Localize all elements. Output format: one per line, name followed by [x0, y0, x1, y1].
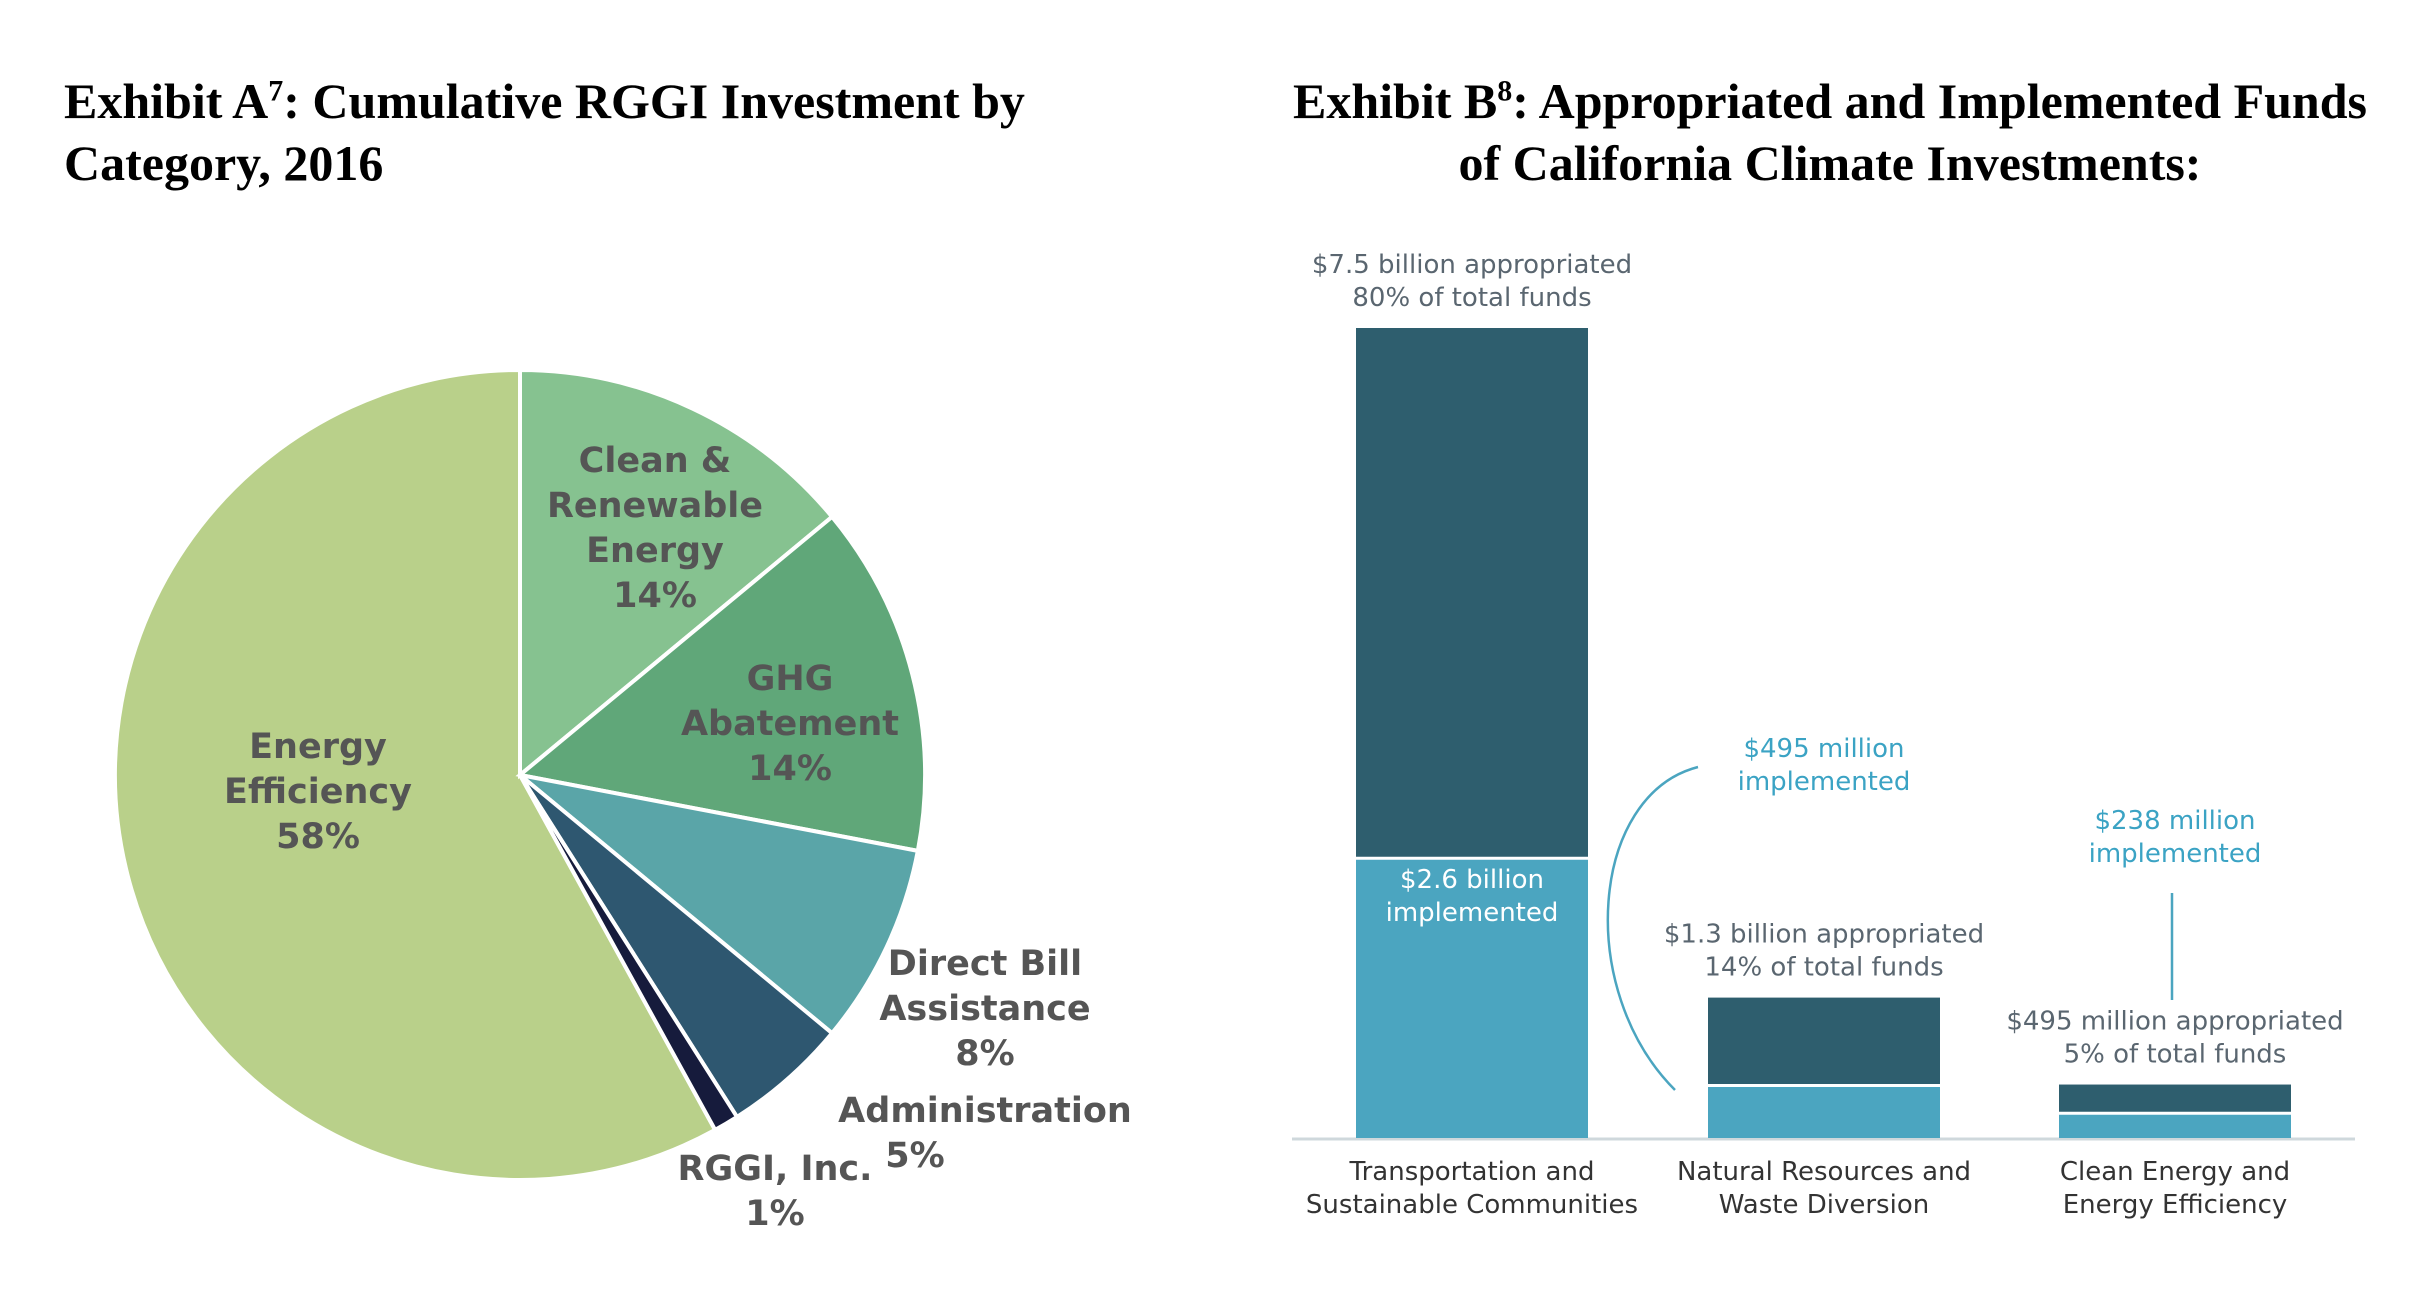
exhibit-a-footnote: 7 [268, 74, 284, 108]
bar-implemented [1708, 1086, 1940, 1138]
bar-appropriated [2059, 1084, 2291, 1113]
exhibit-b-title: Exhibit B8: Appropriated and Implemented… [1270, 70, 2390, 194]
pie-slice [518, 367, 835, 780]
pie-label-line: Efficiency [224, 772, 412, 812]
pie-slice [515, 514, 927, 854]
appropriated-label-line: $495 million appropriated [2006, 1007, 2343, 1037]
exhibit-a-title-prefix: Exhibit A [64, 73, 269, 129]
pie-value-label: 5% [885, 1136, 944, 1176]
category-label-line: Transportation and [1349, 1157, 1595, 1187]
appropriated-label: $1.3 billion appropriated 14% of total fu… [1664, 920, 1984, 983]
pie-label-line: GHG [747, 659, 834, 699]
appropriated-label-line: 14% of total funds [1704, 953, 1943, 983]
pie-slice-label: Clean & Renewable Energy 14% [547, 441, 763, 616]
pie-label-line: Assistance [879, 989, 1090, 1029]
category-label: Natural Resources and Waste Diversion [1677, 1157, 1971, 1220]
pie-chart: Energy Efficiency 58% Clean & Renewable Energ… [113, 367, 1132, 1234]
implemented-label-line: $2.6 billion [1400, 865, 1544, 895]
category-label-line: Energy Efficiency [2063, 1190, 2288, 1220]
pie-slice-label: GHG Abatement 14% [681, 659, 899, 789]
category-label-line: Natural Resources and [1677, 1157, 1971, 1187]
exhibit-a-title: Exhibit A7: Cumulative RGGI Investment b… [64, 70, 1064, 194]
pie-label-line: Energy [586, 531, 724, 571]
implemented-label-line: implemented [1738, 767, 1911, 797]
appropriated-label-line: $1.3 billion appropriated [1664, 920, 1984, 950]
pie-label-line: Renewable [547, 486, 763, 526]
implemented-callout-line [1606, 765, 1699, 1091]
implemented-label: $238 million implemented [2089, 806, 2262, 869]
pie-slice-label: Direct Bill Assistance 8% [879, 944, 1090, 1074]
bar-appropriated [1356, 328, 1588, 858]
implemented-label-line: implemented [2089, 839, 2262, 869]
implemented-label-line: $238 million [2094, 806, 2255, 836]
implemented-label-line: $495 million [1743, 734, 1904, 764]
category-label-line: Waste Diversion [1719, 1190, 1929, 1220]
appropriated-label-line: 5% of total funds [2064, 1040, 2287, 1070]
exhibit-a-title-text: : Cumulative RGGI Investment by Category… [64, 73, 1025, 191]
pie-label-line: Direct Bill [888, 944, 1082, 984]
pie-slice-label: Administration 5% [838, 1091, 1132, 1176]
pie-label-line: Energy [249, 727, 387, 767]
appropriated-label-line: 80% of total funds [1352, 283, 1591, 313]
implemented-label: $2.6 billion implemented [1386, 865, 1559, 928]
pie-slice [518, 773, 740, 1133]
bar-appropriated [1708, 997, 1940, 1085]
category-label: Transportation and Sustainable Communitie… [1306, 1157, 1638, 1220]
exhibit-b-title-text: : Appropriated and Implemented Funds of … [1458, 73, 2368, 191]
pie-label-line: Clean & [579, 441, 732, 481]
bar-implemented [1356, 859, 1588, 1138]
pie-value-label: 14% [613, 576, 697, 616]
pie-label-line: Administration [838, 1091, 1132, 1131]
pie-value-label: 8% [955, 1034, 1014, 1074]
pie-slice-label: Energy Efficiency 58% [224, 727, 412, 857]
pie-label-line: Abatement [681, 704, 899, 744]
bar-implemented [2059, 1114, 2291, 1138]
pie-slice-label: RGGI, Inc. 1% [678, 1149, 873, 1234]
category-label-line: Clean Energy and [2060, 1157, 2290, 1187]
pie-value-label: 1% [745, 1194, 804, 1234]
implemented-label-line: implemented [1386, 898, 1559, 928]
pie-value-label: 58% [276, 817, 360, 857]
category-label-line: Sustainable Communities [1306, 1190, 1638, 1220]
pie-slice [113, 367, 718, 1182]
pie-slice [518, 773, 921, 1036]
appropriated-label: $7.5 billion appropriated 80% of total fu… [1312, 250, 1632, 313]
exhibit-b-title-prefix: Exhibit B [1292, 73, 1498, 129]
pie-value-label: 14% [748, 749, 832, 789]
exhibit-b-footnote: 8 [1497, 74, 1513, 108]
category-label: Clean Energy and Energy Efficiency [2060, 1157, 2290, 1220]
appropriated-label: $495 million appropriated 5% of total fun… [2006, 1007, 2343, 1070]
implemented-label: $495 million implemented [1738, 734, 1911, 797]
appropriated-label-line: $7.5 billion appropriated [1312, 250, 1632, 280]
pie-label-line: RGGI, Inc. [678, 1149, 873, 1189]
